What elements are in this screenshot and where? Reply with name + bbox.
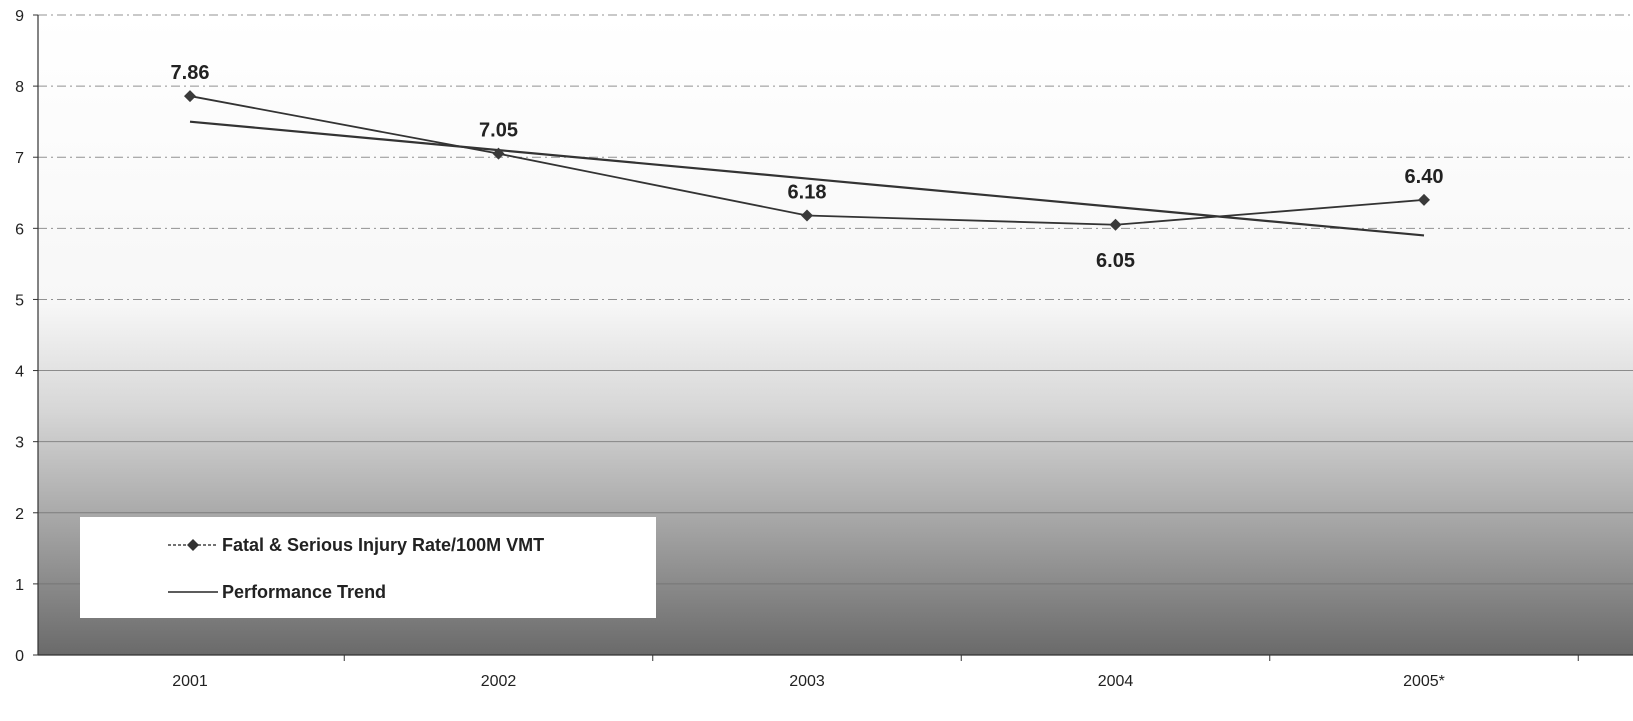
y-tick-label: 9 [15,8,24,25]
data-point-marker [1109,218,1122,231]
y-tick-label: 1 [15,577,24,594]
y-tick-label: 8 [15,79,24,96]
y-tick-label: 3 [15,435,24,452]
y-tick-label: 2 [15,506,24,523]
data-label: 6.05 [1096,250,1135,272]
x-tick-label: 2001 [172,673,208,690]
y-tick-label: 6 [15,221,24,238]
diamond-marker-icon [187,539,199,551]
y-tick-label: 0 [15,648,24,665]
x-tick-label: 2004 [1098,673,1134,690]
x-tick-label: 2003 [789,673,825,690]
x-tick-label: 2005* [1403,673,1445,690]
series-line-performance-trend [189,120,1425,237]
data-point-marker [492,147,505,160]
legend-item-series-2: Performance Trend [168,582,386,602]
data-label: 6.18 [788,182,827,204]
series-layer [184,90,1430,237]
data-point-marker [1418,193,1430,206]
data-label: 7.86 [171,62,210,84]
legend-box [80,517,656,618]
data-label: 7.05 [479,120,518,142]
legend-item-series-1: Fatal & Serious Injury Rate/100M VMT [168,535,544,555]
legend: Fatal & Serious Injury Rate/100M VMT Per… [80,517,656,618]
x-tick-label: 2002 [481,673,517,690]
data-point-marker [801,209,813,222]
data-label: 6.40 [1405,166,1444,188]
y-tick-label: 5 [15,292,24,309]
data-labels: 7.86 7.05 6.18 6.05 6.40 [171,62,1444,272]
y-tick-label: 7 [15,150,24,167]
y-tick-labels: 0 1 2 3 4 5 6 7 8 9 [15,8,24,665]
legend-label: Performance Trend [222,582,386,602]
axes [33,14,1633,661]
legend-label: Fatal & Serious Injury Rate/100M VMT [222,535,544,555]
y-tick-label: 4 [15,364,24,381]
data-point-marker [184,90,196,103]
x-tick-labels: 2001 2002 2003 2004 2005* [172,673,1445,690]
